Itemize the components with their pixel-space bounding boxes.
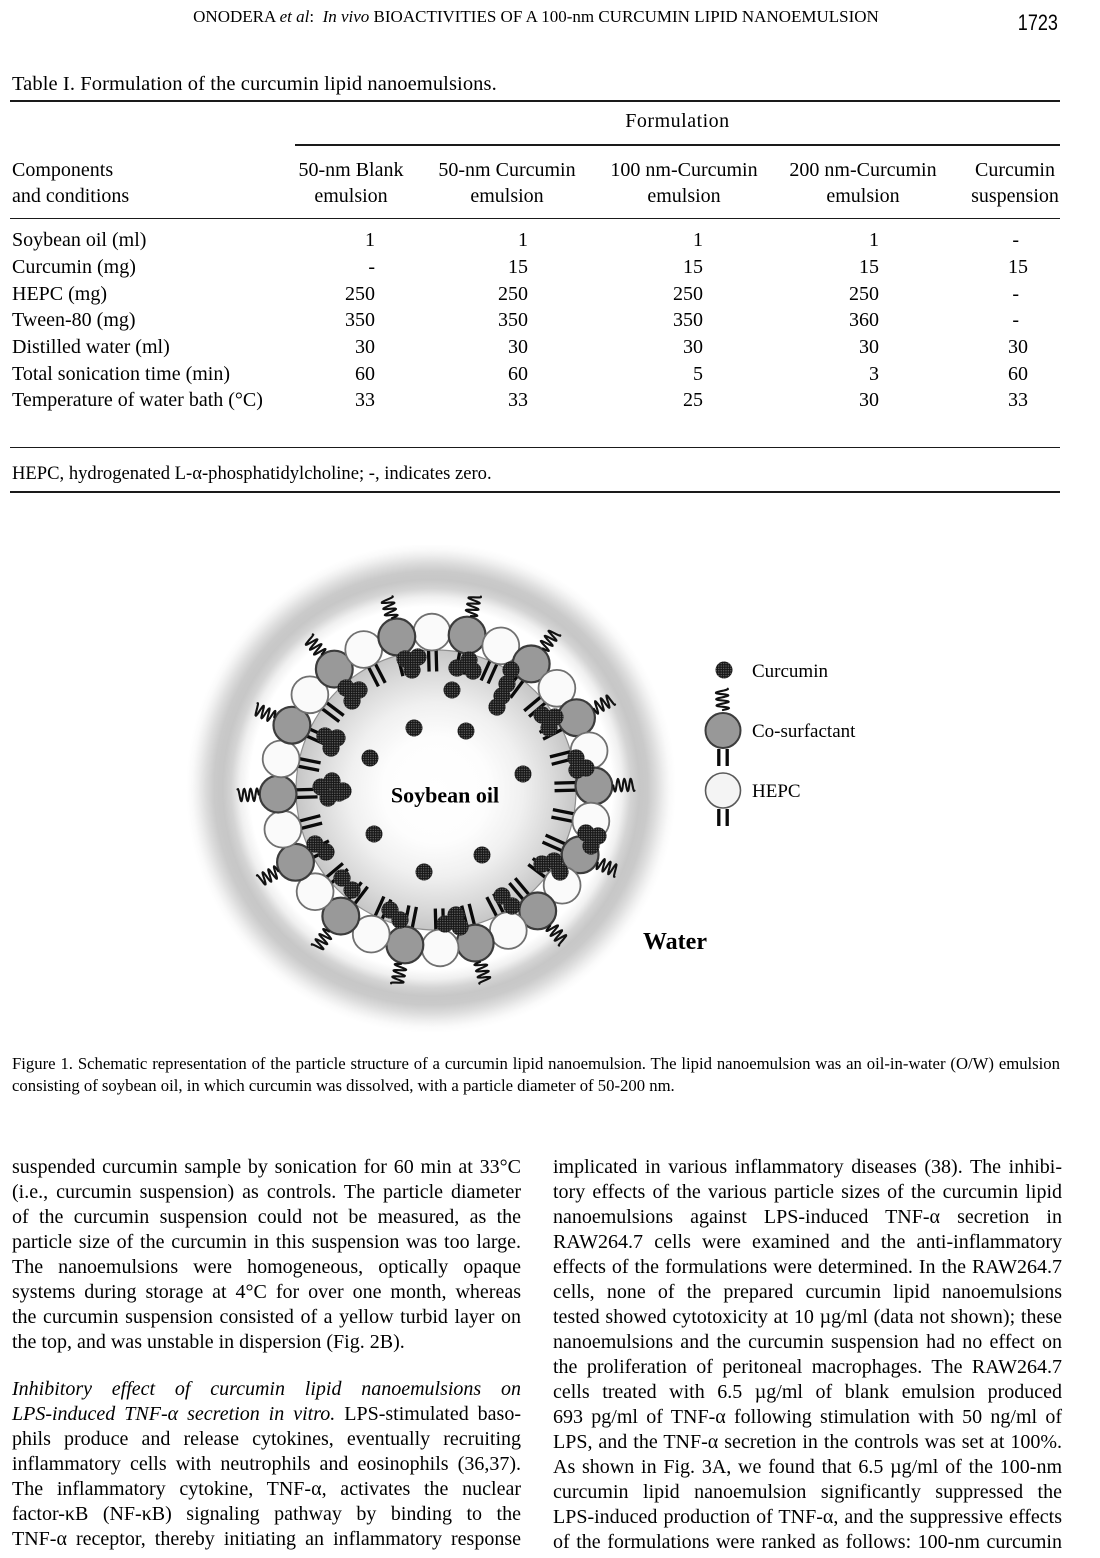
svg-text:Curcumin: Curcumin xyxy=(752,661,828,682)
svg-text:Soybean oil: Soybean oil xyxy=(391,783,499,808)
svg-text:Water: Water xyxy=(643,929,707,955)
svg-text:HEPC: HEPC xyxy=(752,781,801,802)
svg-text:Co-surfactant: Co-surfactant xyxy=(752,721,856,742)
